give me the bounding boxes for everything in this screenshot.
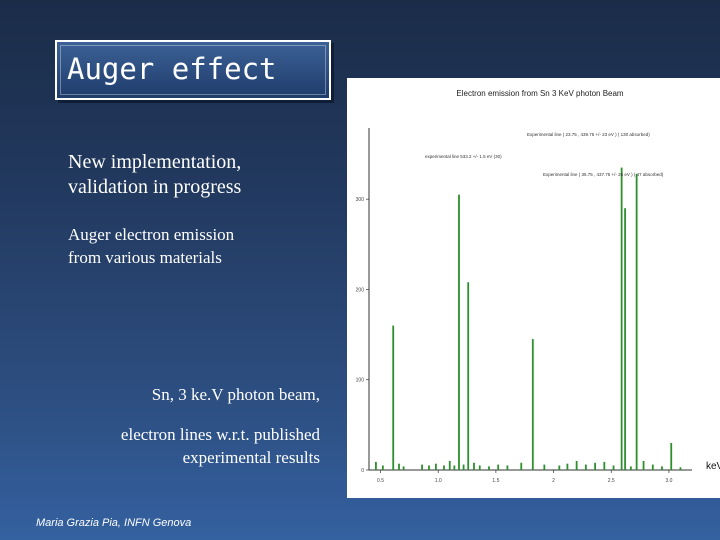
spectrum-bar: [620, 167, 623, 470]
chart-title: Electron emission from Sn 3 KeV photon B…: [456, 89, 624, 98]
spectrum-bar: [402, 466, 405, 470]
spectrum-bar: [421, 464, 423, 470]
bullet-implementation: New implementation, validation in progre…: [68, 150, 338, 200]
caption-line: experimental results: [182, 448, 320, 467]
spectrum-bar: [462, 464, 465, 470]
emission-chart: Electron emission from Sn 3 KeV photon B…: [356, 89, 692, 484]
author-credit: Maria Grazia Pia, INFN Genova: [36, 517, 192, 529]
spectrum-bar: [398, 463, 400, 470]
spectrum-bar: [629, 466, 632, 470]
spectrum-bar: [448, 460, 451, 470]
spectrum-bar: [612, 465, 615, 470]
bullet-implementation-line: validation in progress: [68, 176, 242, 198]
chart-annotation: Experimental line ( 23.75 , 439.75 +/- 2…: [527, 132, 650, 137]
spectrum-bar: [497, 464, 500, 470]
spectrum-bar: [392, 325, 395, 470]
y-tick-label: 300: [356, 197, 365, 203]
x-tick-label: 1.0: [435, 478, 442, 484]
spectrum-bar: [435, 463, 437, 470]
spectrum-bar: [670, 442, 673, 470]
chart-panel: Electron emission from Sn 3 KeV photon B…: [347, 78, 720, 498]
spectrum-bar: [381, 465, 384, 470]
spectrum-bar: [651, 464, 654, 470]
spectrum-bar: [458, 194, 460, 471]
y-tick-label: 100: [356, 378, 365, 384]
spectrum-bar: [558, 465, 561, 470]
x-tick-label: 2: [552, 478, 555, 484]
slide-title: Auger effect: [67, 52, 277, 86]
spectrum-bar: [531, 339, 534, 470]
bullet-implementation-line: New implementation,: [68, 151, 242, 173]
bullet-auger-emission: Auger electron emission from various mat…: [68, 223, 338, 269]
bullet-auger-emission-line: from various materials: [68, 248, 222, 267]
spectrum-bar: [594, 462, 596, 470]
spectrum-bar: [603, 461, 606, 470]
spectrum-bar: [506, 465, 509, 470]
x-tick-label: 2.5: [608, 478, 615, 484]
spectrum-bar: [635, 173, 638, 470]
x-tick-label: 3.0: [665, 478, 672, 484]
y-tick-label: 200: [356, 287, 365, 293]
chart-annotation: experimental line 533.2 +/- 1.5 eV (30): [425, 154, 502, 159]
spectrum-bar: [478, 465, 481, 470]
spectrum-bar: [443, 465, 445, 470]
spectrum-bar: [520, 462, 523, 470]
spectrum-bar: [453, 465, 456, 470]
spectrum-bar: [375, 461, 377, 470]
spectrum-bar: [575, 460, 578, 470]
x-tick-label: 1.5: [492, 478, 499, 484]
chart-caption: Sn, 3 ke.V photon beam, electron lines w…: [20, 383, 320, 469]
spectrum-bar: [473, 462, 475, 470]
spectrum-bar: [584, 464, 587, 470]
caption-line: electron lines w.r.t. published: [120, 425, 320, 444]
spectrum-bar: [679, 467, 682, 470]
spectrum-bar: [661, 466, 663, 470]
spectrum-bar: [467, 282, 470, 470]
bullet-auger-emission-line: Auger electron emission: [68, 225, 235, 244]
spectrum-bar: [624, 208, 626, 470]
x-tick-label: 0.5: [377, 478, 384, 484]
spectrum-bar: [642, 460, 645, 470]
spectrum-bar: [488, 466, 490, 470]
y-tick-label: 0: [361, 468, 364, 474]
spectrum-bar: [428, 465, 430, 470]
spectrum-bar: [543, 464, 546, 470]
slide-title-box: Auger effect: [55, 40, 331, 100]
chart-annotation: Experimental line ( 36.75 , 437.75 +/- 2…: [543, 172, 664, 177]
caption-line: Sn, 3 ke.V photon beam,: [151, 385, 320, 404]
x-axis-unit: keV: [706, 461, 720, 472]
spectrum-bar: [566, 463, 569, 470]
